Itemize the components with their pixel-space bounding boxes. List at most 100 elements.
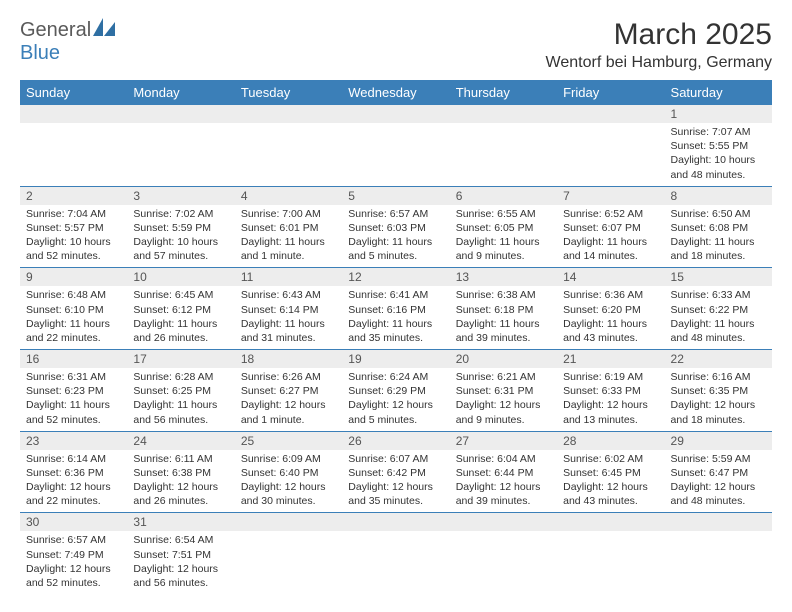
day-number: 2 (20, 187, 127, 205)
day-number: 20 (450, 350, 557, 368)
day-header: Thursday (450, 80, 557, 105)
calendar-cell-empty (342, 513, 449, 594)
calendar-cell-empty (665, 513, 772, 594)
day-number: 9 (20, 268, 127, 286)
day-number (557, 513, 664, 531)
calendar-cell: 1Sunrise: 7:07 AMSunset: 5:55 PMDaylight… (665, 105, 772, 186)
calendar-cell-empty (235, 513, 342, 594)
day-header: Wednesday (342, 80, 449, 105)
day-number: 19 (342, 350, 449, 368)
day-number: 30 (20, 513, 127, 531)
calendar-cell: 31Sunrise: 6:54 AMSunset: 7:51 PMDayligh… (127, 513, 234, 594)
day-number: 6 (450, 187, 557, 205)
day-number (20, 105, 127, 123)
calendar-cell: 4Sunrise: 7:00 AMSunset: 6:01 PMDaylight… (235, 186, 342, 268)
day-content: Sunrise: 6:04 AMSunset: 6:44 PMDaylight:… (450, 450, 557, 513)
day-content: Sunrise: 6:26 AMSunset: 6:27 PMDaylight:… (235, 368, 342, 431)
day-number: 22 (665, 350, 772, 368)
logo-part2: Blue (20, 42, 60, 64)
day-number: 4 (235, 187, 342, 205)
day-content: Sunrise: 6:41 AMSunset: 6:16 PMDaylight:… (342, 286, 449, 349)
calendar-cell-empty (20, 105, 127, 186)
day-number (450, 105, 557, 123)
day-number: 8 (665, 187, 772, 205)
calendar-row: 2Sunrise: 7:04 AMSunset: 5:57 PMDaylight… (20, 186, 772, 268)
calendar-row: 9Sunrise: 6:48 AMSunset: 6:10 PMDaylight… (20, 268, 772, 350)
day-header: Friday (557, 80, 664, 105)
calendar-cell: 15Sunrise: 6:33 AMSunset: 6:22 PMDayligh… (665, 268, 772, 350)
day-content: Sunrise: 6:38 AMSunset: 6:18 PMDaylight:… (450, 286, 557, 349)
calendar-cell: 7Sunrise: 6:52 AMSunset: 6:07 PMDaylight… (557, 186, 664, 268)
day-number: 11 (235, 268, 342, 286)
day-content: Sunrise: 6:54 AMSunset: 7:51 PMDaylight:… (127, 531, 234, 594)
day-content: Sunrise: 7:07 AMSunset: 5:55 PMDaylight:… (665, 123, 772, 186)
day-content: Sunrise: 6:43 AMSunset: 6:14 PMDaylight:… (235, 286, 342, 349)
calendar-cell: 26Sunrise: 6:07 AMSunset: 6:42 PMDayligh… (342, 431, 449, 513)
calendar-cell: 19Sunrise: 6:24 AMSunset: 6:29 PMDayligh… (342, 350, 449, 432)
day-number: 17 (127, 350, 234, 368)
day-header-row: SundayMondayTuesdayWednesdayThursdayFrid… (20, 80, 772, 105)
day-number: 27 (450, 432, 557, 450)
day-content: Sunrise: 6:48 AMSunset: 6:10 PMDaylight:… (20, 286, 127, 349)
day-number (665, 513, 772, 531)
calendar-cell-empty (557, 513, 664, 594)
day-content: Sunrise: 6:14 AMSunset: 6:36 PMDaylight:… (20, 450, 127, 513)
calendar-cell-empty (557, 105, 664, 186)
calendar-row: 1Sunrise: 7:07 AMSunset: 5:55 PMDaylight… (20, 105, 772, 186)
calendar-cell: 17Sunrise: 6:28 AMSunset: 6:25 PMDayligh… (127, 350, 234, 432)
calendar-cell: 6Sunrise: 6:55 AMSunset: 6:05 PMDaylight… (450, 186, 557, 268)
header: GeneralBlue March 2025 Wentorf bei Hambu… (20, 18, 772, 72)
day-header: Tuesday (235, 80, 342, 105)
calendar-cell-empty (450, 513, 557, 594)
logo: GeneralBlue (20, 18, 115, 65)
calendar-row: 23Sunrise: 6:14 AMSunset: 6:36 PMDayligh… (20, 431, 772, 513)
calendar-cell: 30Sunrise: 6:57 AMSunset: 7:49 PMDayligh… (20, 513, 127, 594)
calendar-cell-empty (235, 105, 342, 186)
calendar-cell: 9Sunrise: 6:48 AMSunset: 6:10 PMDaylight… (20, 268, 127, 350)
calendar-cell: 24Sunrise: 6:11 AMSunset: 6:38 PMDayligh… (127, 431, 234, 513)
calendar-cell: 3Sunrise: 7:02 AMSunset: 5:59 PMDaylight… (127, 186, 234, 268)
location: Wentorf bei Hamburg, Germany (546, 54, 772, 72)
calendar-cell: 13Sunrise: 6:38 AMSunset: 6:18 PMDayligh… (450, 268, 557, 350)
calendar-cell-empty (342, 105, 449, 186)
day-content: Sunrise: 6:45 AMSunset: 6:12 PMDaylight:… (127, 286, 234, 349)
calendar-cell: 2Sunrise: 7:04 AMSunset: 5:57 PMDaylight… (20, 186, 127, 268)
calendar-table: SundayMondayTuesdayWednesdayThursdayFrid… (20, 80, 772, 594)
day-number: 26 (342, 432, 449, 450)
calendar-body: 1Sunrise: 7:07 AMSunset: 5:55 PMDaylight… (20, 105, 772, 594)
calendar-cell: 28Sunrise: 6:02 AMSunset: 6:45 PMDayligh… (557, 431, 664, 513)
day-number: 5 (342, 187, 449, 205)
calendar-cell-empty (450, 105, 557, 186)
day-content: Sunrise: 6:36 AMSunset: 6:20 PMDaylight:… (557, 286, 664, 349)
day-content: Sunrise: 7:02 AMSunset: 5:59 PMDaylight:… (127, 205, 234, 268)
day-content: Sunrise: 6:09 AMSunset: 6:40 PMDaylight:… (235, 450, 342, 513)
day-number: 15 (665, 268, 772, 286)
day-content: Sunrise: 6:02 AMSunset: 6:45 PMDaylight:… (557, 450, 664, 513)
day-number: 18 (235, 350, 342, 368)
day-number: 10 (127, 268, 234, 286)
day-number: 1 (665, 105, 772, 123)
calendar-cell: 25Sunrise: 6:09 AMSunset: 6:40 PMDayligh… (235, 431, 342, 513)
day-number (450, 513, 557, 531)
logo-part1: General (20, 19, 91, 41)
day-number: 3 (127, 187, 234, 205)
day-number: 29 (665, 432, 772, 450)
day-content: Sunrise: 6:33 AMSunset: 6:22 PMDaylight:… (665, 286, 772, 349)
day-content: Sunrise: 6:31 AMSunset: 6:23 PMDaylight:… (20, 368, 127, 431)
calendar-cell: 18Sunrise: 6:26 AMSunset: 6:27 PMDayligh… (235, 350, 342, 432)
day-number: 16 (20, 350, 127, 368)
calendar-cell-empty (127, 105, 234, 186)
page-title: March 2025 (546, 18, 772, 52)
calendar-cell: 14Sunrise: 6:36 AMSunset: 6:20 PMDayligh… (557, 268, 664, 350)
calendar-row: 30Sunrise: 6:57 AMSunset: 7:49 PMDayligh… (20, 513, 772, 594)
day-content: Sunrise: 6:28 AMSunset: 6:25 PMDaylight:… (127, 368, 234, 431)
logo-sail-icon (93, 18, 115, 42)
day-content: Sunrise: 6:16 AMSunset: 6:35 PMDaylight:… (665, 368, 772, 431)
calendar-cell: 10Sunrise: 6:45 AMSunset: 6:12 PMDayligh… (127, 268, 234, 350)
calendar-cell: 8Sunrise: 6:50 AMSunset: 6:08 PMDaylight… (665, 186, 772, 268)
day-number: 7 (557, 187, 664, 205)
calendar-row: 16Sunrise: 6:31 AMSunset: 6:23 PMDayligh… (20, 350, 772, 432)
day-header: Monday (127, 80, 234, 105)
day-number (235, 105, 342, 123)
day-number (127, 105, 234, 123)
